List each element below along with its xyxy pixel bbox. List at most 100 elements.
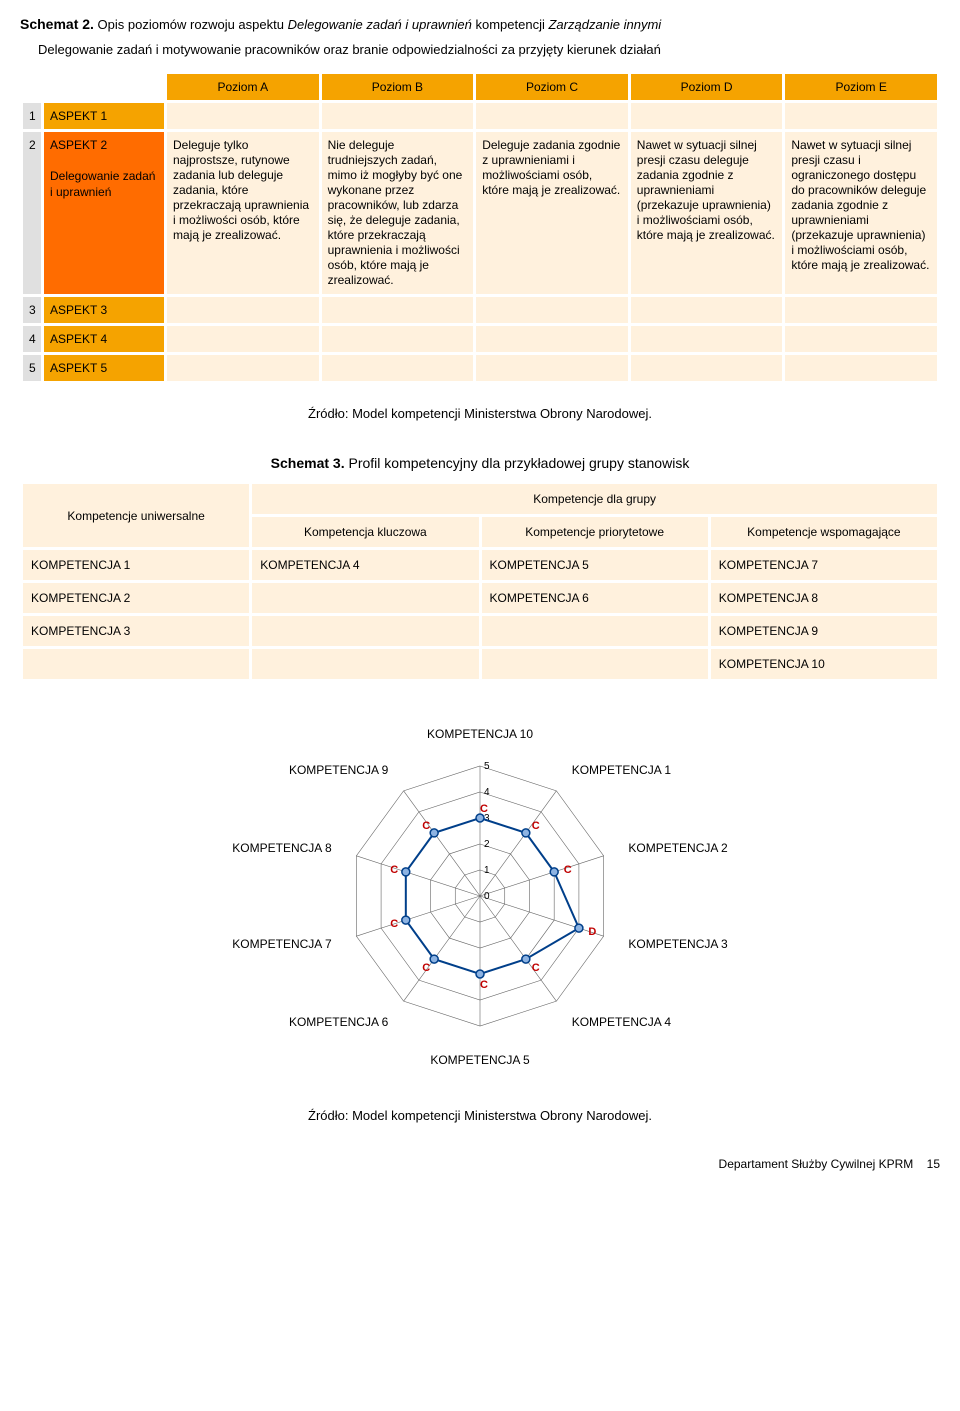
empty-cell <box>476 355 628 381</box>
empty-cell <box>476 326 628 352</box>
t2-empty <box>23 649 249 679</box>
t2-cell: KOMPETENCJA 3 <box>23 616 249 646</box>
t2-cell: KOMPETENCJA 9 <box>711 616 937 646</box>
svg-text:5: 5 <box>484 761 490 772</box>
empty-cell <box>631 355 783 381</box>
svg-text:2: 2 <box>484 839 490 850</box>
t2-empty <box>482 649 708 679</box>
t2-empty <box>252 616 478 646</box>
t2-cell: KOMPETENCJA 7 <box>711 550 937 580</box>
empty-cell <box>476 103 628 129</box>
schema2-intro: Delegowanie zadań i motywowanie pracowni… <box>38 42 940 57</box>
cell-b: Nie deleguje trudniejszych zadań, mimo i… <box>322 132 474 294</box>
empty-cell <box>785 355 937 381</box>
t2-empty <box>482 616 708 646</box>
svg-text:KOMPETENCJA 2: KOMPETENCJA 2 <box>628 841 728 855</box>
schema3-table: Kompetencje uniwersalne Kompetencje dla … <box>20 481 940 682</box>
hdr-priority: Kompetencje priorytetowe <box>482 517 708 547</box>
radar-svg: 012345CCCDCCCCCCKOMPETENCJA 10KOMPETENCJ… <box>200 706 760 1086</box>
schema2-prefix: Schemat 2. <box>20 16 94 32</box>
empty-cell <box>167 297 319 323</box>
schema2-italic2: Zarządzanie innymi <box>548 17 661 32</box>
svg-text:C: C <box>480 803 488 815</box>
empty-cell <box>785 103 937 129</box>
svg-text:KOMPETENCJA 7: KOMPETENCJA 7 <box>232 937 332 951</box>
t2-empty <box>252 649 478 679</box>
row-num-2: 2 <box>23 132 41 294</box>
t2-cell: KOMPETENCJA 5 <box>482 550 708 580</box>
empty-cell <box>322 297 474 323</box>
t2-cell: KOMPETENCJA 1 <box>23 550 249 580</box>
empty-cell <box>631 326 783 352</box>
hdr-key: Kompetencja kluczowa <box>252 517 478 547</box>
svg-text:KOMPETENCJA 4: KOMPETENCJA 4 <box>572 1015 672 1029</box>
svg-text:KOMPETENCJA 5: KOMPETENCJA 5 <box>430 1053 530 1067</box>
aspect-2: ASPEKT 2 Delegowanie zadań i uprawnień <box>44 132 164 294</box>
empty-cell <box>476 297 628 323</box>
schema2-title: Schemat 2. Opis poziomów rozwoju aspektu… <box>20 16 940 32</box>
svg-text:1: 1 <box>484 865 490 876</box>
empty-cell <box>631 297 783 323</box>
svg-text:0: 0 <box>484 891 490 902</box>
hdr-group: Kompetencje dla grupy <box>252 484 937 514</box>
row-num-1: 1 <box>23 103 41 129</box>
svg-text:C: C <box>480 979 488 991</box>
row-num-5: 5 <box>23 355 41 381</box>
schema2-source: Źródło: Model kompetencji Ministerstwa O… <box>20 406 940 421</box>
schema3-prefix: Schemat 3. <box>271 455 345 471</box>
svg-text:C: C <box>390 918 398 930</box>
level-head-a: Poziom A <box>167 74 319 100</box>
aspect-2-name: ASPEKT 2 <box>50 138 107 152</box>
row-num-3: 3 <box>23 297 41 323</box>
footer-dept: Departament Służby Cywilnej KPRM <box>719 1157 914 1171</box>
svg-text:C: C <box>532 820 540 832</box>
svg-text:KOMPETENCJA 8: KOMPETENCJA 8 <box>232 841 332 855</box>
t2-cell: KOMPETENCJA 6 <box>482 583 708 613</box>
svg-text:KOMPETENCJA 9: KOMPETENCJA 9 <box>289 763 389 777</box>
hdr-support: Kompetencje wspomagające <box>711 517 937 547</box>
empty-cell <box>322 326 474 352</box>
schema2-mid: kompetencji <box>472 17 549 32</box>
aspect-1: ASPEKT 1 <box>44 103 164 129</box>
empty-cell <box>785 297 937 323</box>
t2-cell: KOMPETENCJA 4 <box>252 550 478 580</box>
radar-chart: 012345CCCDCCCCCCKOMPETENCJA 10KOMPETENCJ… <box>200 706 760 1086</box>
schema3-rest: Profil kompetencyjny dla przykładowej gr… <box>345 455 690 471</box>
hdr-univ: Kompetencje uniwersalne <box>23 484 249 547</box>
svg-text:KOMPETENCJA 3: KOMPETENCJA 3 <box>628 937 728 951</box>
schema2-italic1: Delegowanie zadań i uprawnień <box>288 17 472 32</box>
schema3-source: Źródło: Model kompetencji Ministerstwa O… <box>20 1108 940 1123</box>
svg-text:KOMPETENCJA 6: KOMPETENCJA 6 <box>289 1015 389 1029</box>
page-footer: Departament Służby Cywilnej KPRM 15 <box>20 1157 940 1171</box>
aspect-3: ASPEKT 3 <box>44 297 164 323</box>
empty-cell <box>167 103 319 129</box>
t2-empty <box>252 583 478 613</box>
svg-text:C: C <box>564 864 572 876</box>
footer-page: 15 <box>927 1157 940 1171</box>
aspect-5: ASPEKT 5 <box>44 355 164 381</box>
schema2-rest: Opis poziomów rozwoju aspektu <box>94 17 288 32</box>
svg-text:4: 4 <box>484 787 490 798</box>
schema2-table: Poziom A Poziom B Poziom C Poziom D Pozi… <box>20 71 940 384</box>
svg-text:C: C <box>390 864 398 876</box>
empty-cell <box>631 103 783 129</box>
svg-text:KOMPETENCJA 1: KOMPETENCJA 1 <box>572 763 672 777</box>
aspect-2-desc: Delegowanie zadań i uprawnień <box>50 169 155 199</box>
empty-cell <box>167 326 319 352</box>
t2-cell: KOMPETENCJA 10 <box>711 649 937 679</box>
t2-cell: KOMPETENCJA 2 <box>23 583 249 613</box>
cell-a: Deleguje tylko najprostsze, rutynowe zad… <box>167 132 319 294</box>
svg-text:C: C <box>422 962 430 974</box>
level-head-b: Poziom B <box>322 74 474 100</box>
schema3-title: Schemat 3. Profil kompetencyjny dla przy… <box>20 455 940 471</box>
aspect-4: ASPEKT 4 <box>44 326 164 352</box>
svg-text:KOMPETENCJA 10: KOMPETENCJA 10 <box>427 727 533 741</box>
level-head-d: Poziom D <box>631 74 783 100</box>
svg-text:C: C <box>422 820 430 832</box>
empty-cell <box>167 355 319 381</box>
level-head-c: Poziom C <box>476 74 628 100</box>
t2-cell: KOMPETENCJA 8 <box>711 583 937 613</box>
cell-e: Nawet w sytuacji silnej presji czasu i o… <box>785 132 937 294</box>
svg-text:C: C <box>532 962 540 974</box>
svg-text:D: D <box>588 926 596 938</box>
